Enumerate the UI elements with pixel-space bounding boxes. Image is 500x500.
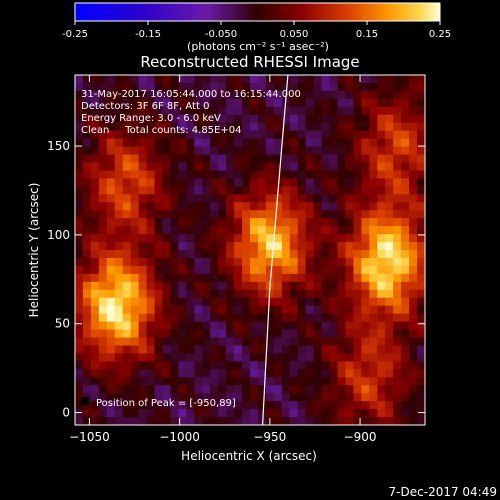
colorbar-tick-label: -0.15 [135, 29, 161, 40]
plot-frame [74, 74, 426, 426]
colorbar-tick-label: 0.15 [356, 29, 378, 40]
y-tick-label: 50 [55, 317, 70, 331]
footer-date: 7-Dec-2017 04:49 [389, 485, 497, 499]
x-tick-label: −1050 [69, 430, 110, 444]
annotation-energy-range: Energy Range: 3.0 - 6.0 keV [81, 113, 221, 124]
colorbar-tick-label: -0.050 [205, 29, 237, 40]
y-axis-ticks: 0 50 100 150 [47, 139, 425, 420]
x-tick-label: −900 [344, 430, 377, 444]
colorbar-tick-label: -0.25 [62, 29, 88, 40]
annotation-clean-counts: Clean Total counts: 4.85E+04 [81, 125, 241, 136]
colorbar-tick-label: 0.050 [280, 29, 309, 40]
colorbar-unit-label: (photons cm⁻² s⁻¹ asec⁻²) [187, 40, 329, 53]
annotation-time-range: 31-May-2017 16:05:44.000 to 16:15:44.000 [81, 89, 301, 100]
peak-marker [81, 397, 89, 405]
colorbar-tick-label: 0.25 [429, 29, 451, 40]
x-tick-label: −1000 [159, 430, 200, 444]
x-tick-label: −950 [253, 430, 286, 444]
x-axis-ticks: −1050 −1000 −950 −900 [69, 75, 377, 444]
y-tick-label: 150 [47, 139, 70, 153]
chart-title: Reconstructed RHESSI Image [140, 53, 359, 71]
annotation-detectors: Detectors: 3F 6F 8F, Att 0 [81, 101, 209, 112]
heatmap [75, 75, 425, 425]
colorbar-ticks: -0.25 -0.15 -0.050 0.050 0.15 0.25 [62, 21, 451, 40]
y-axis-label: Heliocentric Y (arcsec) [27, 183, 41, 318]
y-tick-label: 100 [47, 228, 70, 242]
x-axis-label: Heliocentric X (arcsec) [181, 449, 317, 463]
solar-limb-line [262, 75, 289, 425]
peak-position-label: Position of Peak = [-950,89] [96, 398, 236, 409]
colorbar [74, 2, 441, 22]
y-tick-label: 0 [62, 406, 70, 420]
